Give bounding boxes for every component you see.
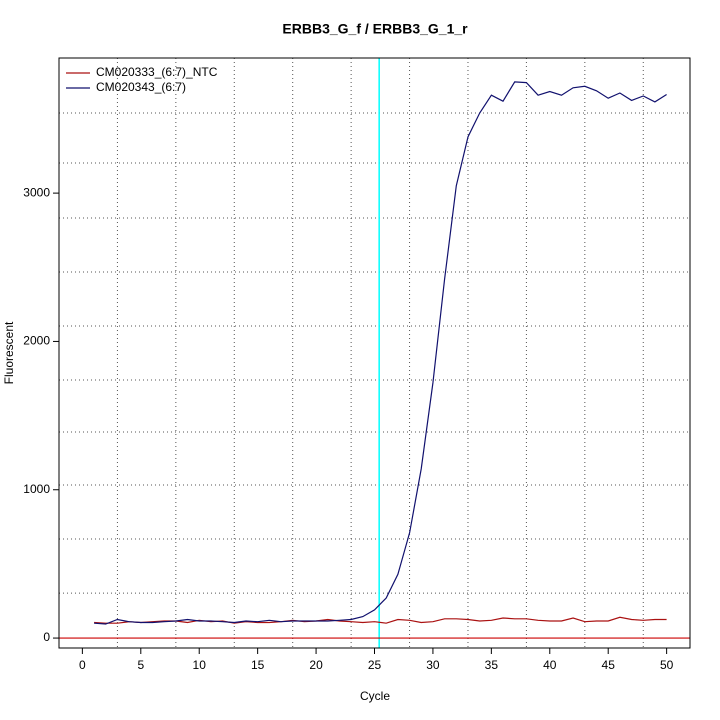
x-tick-label: 10 bbox=[193, 658, 207, 672]
series-line bbox=[94, 616, 667, 624]
x-tick-label: 35 bbox=[485, 658, 499, 672]
x-tick-label: 20 bbox=[309, 658, 323, 672]
x-tick-label: 15 bbox=[251, 658, 265, 672]
x-tick-label: 45 bbox=[602, 658, 616, 672]
x-axis-label: Cycle bbox=[360, 689, 390, 703]
x-tick-label: 0 bbox=[79, 658, 86, 672]
x-tick-label: 40 bbox=[543, 658, 557, 672]
chart-title: ERBB3_G_f / ERBB3_G_1_r bbox=[282, 21, 468, 37]
series-line bbox=[94, 81, 667, 625]
y-tick-label: 0 bbox=[43, 630, 50, 644]
y-tick-label: 1000 bbox=[23, 482, 50, 496]
x-tick-label: 50 bbox=[660, 658, 674, 672]
legend-label: CM020333_(6:7)_NTC bbox=[96, 65, 218, 79]
x-tick-label: 25 bbox=[368, 658, 382, 672]
plot-frame bbox=[58, 57, 691, 649]
legend-label: CM020343_(6:7) bbox=[96, 80, 186, 94]
x-tick-label: 30 bbox=[426, 658, 440, 672]
x-tick-label: 5 bbox=[137, 658, 144, 672]
y-tick-label: 2000 bbox=[23, 334, 50, 348]
y-axis-label: Fluorescent bbox=[2, 321, 16, 384]
y-tick-label: 3000 bbox=[23, 185, 50, 199]
